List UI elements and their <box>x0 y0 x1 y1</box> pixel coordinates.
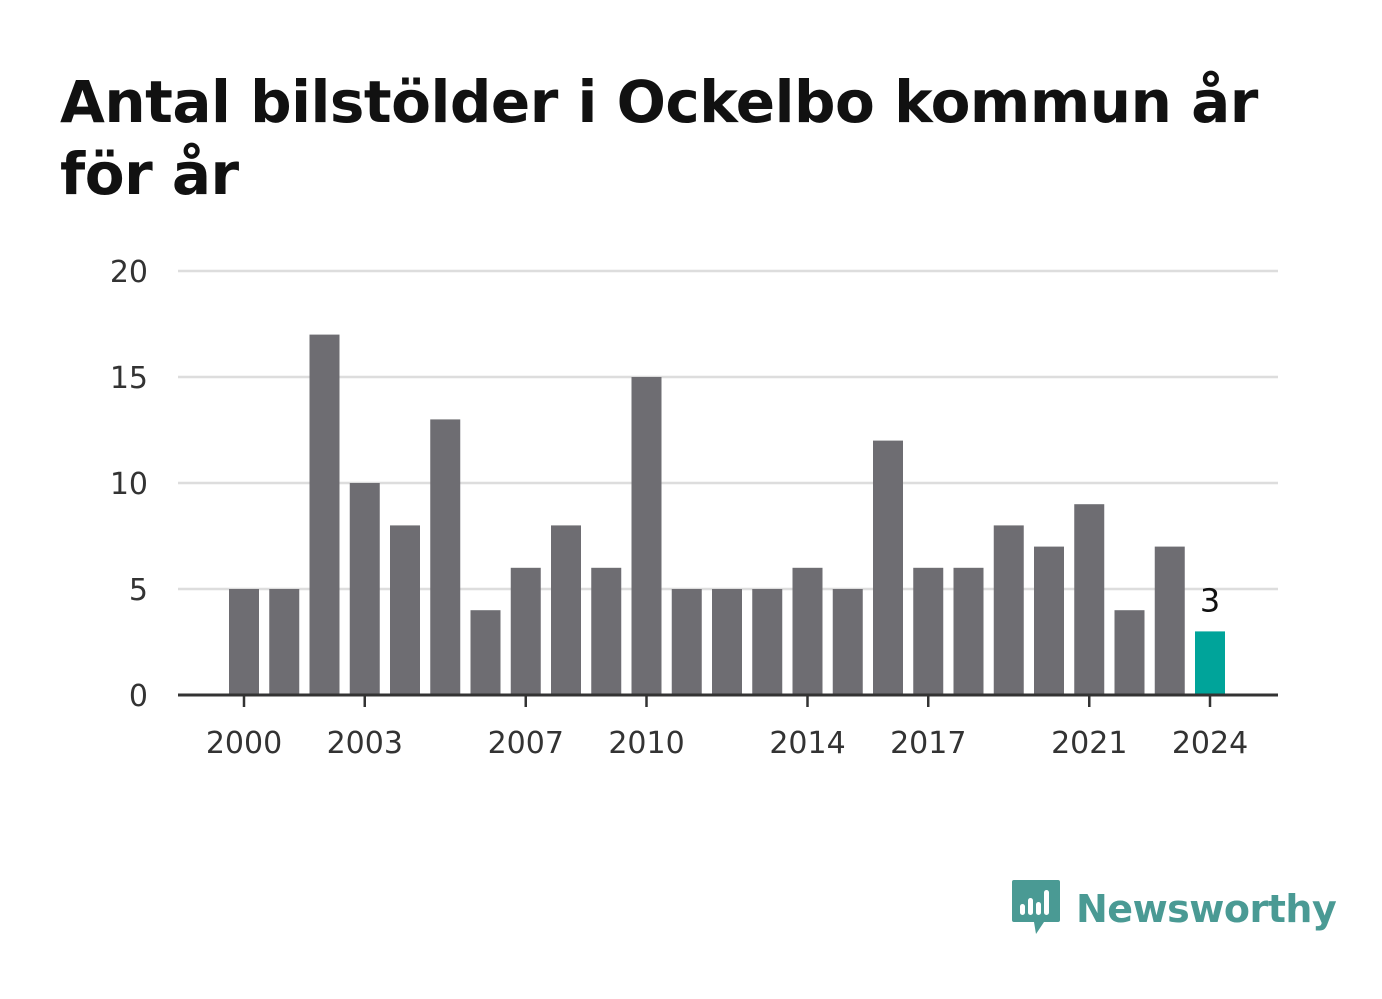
bar-2004 <box>390 525 420 695</box>
y-tick-label: 10 <box>110 467 148 502</box>
y-tick-label: 20 <box>110 255 148 290</box>
grid-lines <box>178 269 1278 591</box>
bar-2005 <box>430 419 461 695</box>
bar-2017 <box>913 567 944 695</box>
bar-2020 <box>1034 546 1064 695</box>
bar-2006 <box>470 610 501 695</box>
bar-2010 <box>631 377 662 695</box>
x-tick-label: 2017 <box>890 726 966 761</box>
bars <box>229 334 1225 695</box>
x-tick-label: 2000 <box>206 726 282 761</box>
x-tick-label: 2010 <box>608 726 684 761</box>
bar-2012 <box>712 589 742 695</box>
brand-name: Newsworthy <box>1076 887 1337 931</box>
bar-2018 <box>953 567 984 695</box>
brand-logo: Newsworthy <box>1010 878 1337 940</box>
bar-2021 <box>1074 504 1105 695</box>
chart-title: Antal bilstölder i Ockelbo kommun år för… <box>60 68 1258 208</box>
bar-2000 <box>229 589 259 695</box>
bar-2002 <box>309 334 340 695</box>
bar-2015 <box>832 589 863 695</box>
x-tick-label: 2014 <box>769 726 845 761</box>
x-tick-label: 2021 <box>1051 726 1127 761</box>
bar-2009 <box>591 567 622 695</box>
y-tick-label: 15 <box>110 361 148 396</box>
bar-2003 <box>349 483 380 695</box>
x-tick-label: 2003 <box>327 726 403 761</box>
bar-2013 <box>752 589 783 695</box>
bar-2023 <box>1154 546 1185 695</box>
bar-2022 <box>1114 610 1145 695</box>
bar-2001 <box>269 589 300 695</box>
axes <box>178 693 1278 707</box>
labels: 0 5 10 15 20 2000 2003 2007 2010 2014 2017 2021 2024… <box>110 255 1248 761</box>
y-tick-label: 0 <box>129 679 148 714</box>
bar-2016 <box>873 440 903 695</box>
x-tick-label: 2007 <box>488 726 564 761</box>
bar-2008 <box>551 525 581 695</box>
bar-2019 <box>993 525 1024 695</box>
bar-2024 <box>1195 631 1225 695</box>
x-tick-label: 2024 <box>1172 726 1248 761</box>
newsworthy-logo-icon <box>1012 880 1060 934</box>
y-tick-label: 5 <box>129 573 148 608</box>
bar-2014 <box>792 567 823 695</box>
bar-2007 <box>510 567 541 695</box>
data-label: 3 <box>1200 581 1220 619</box>
bar-2011 <box>671 589 702 695</box>
